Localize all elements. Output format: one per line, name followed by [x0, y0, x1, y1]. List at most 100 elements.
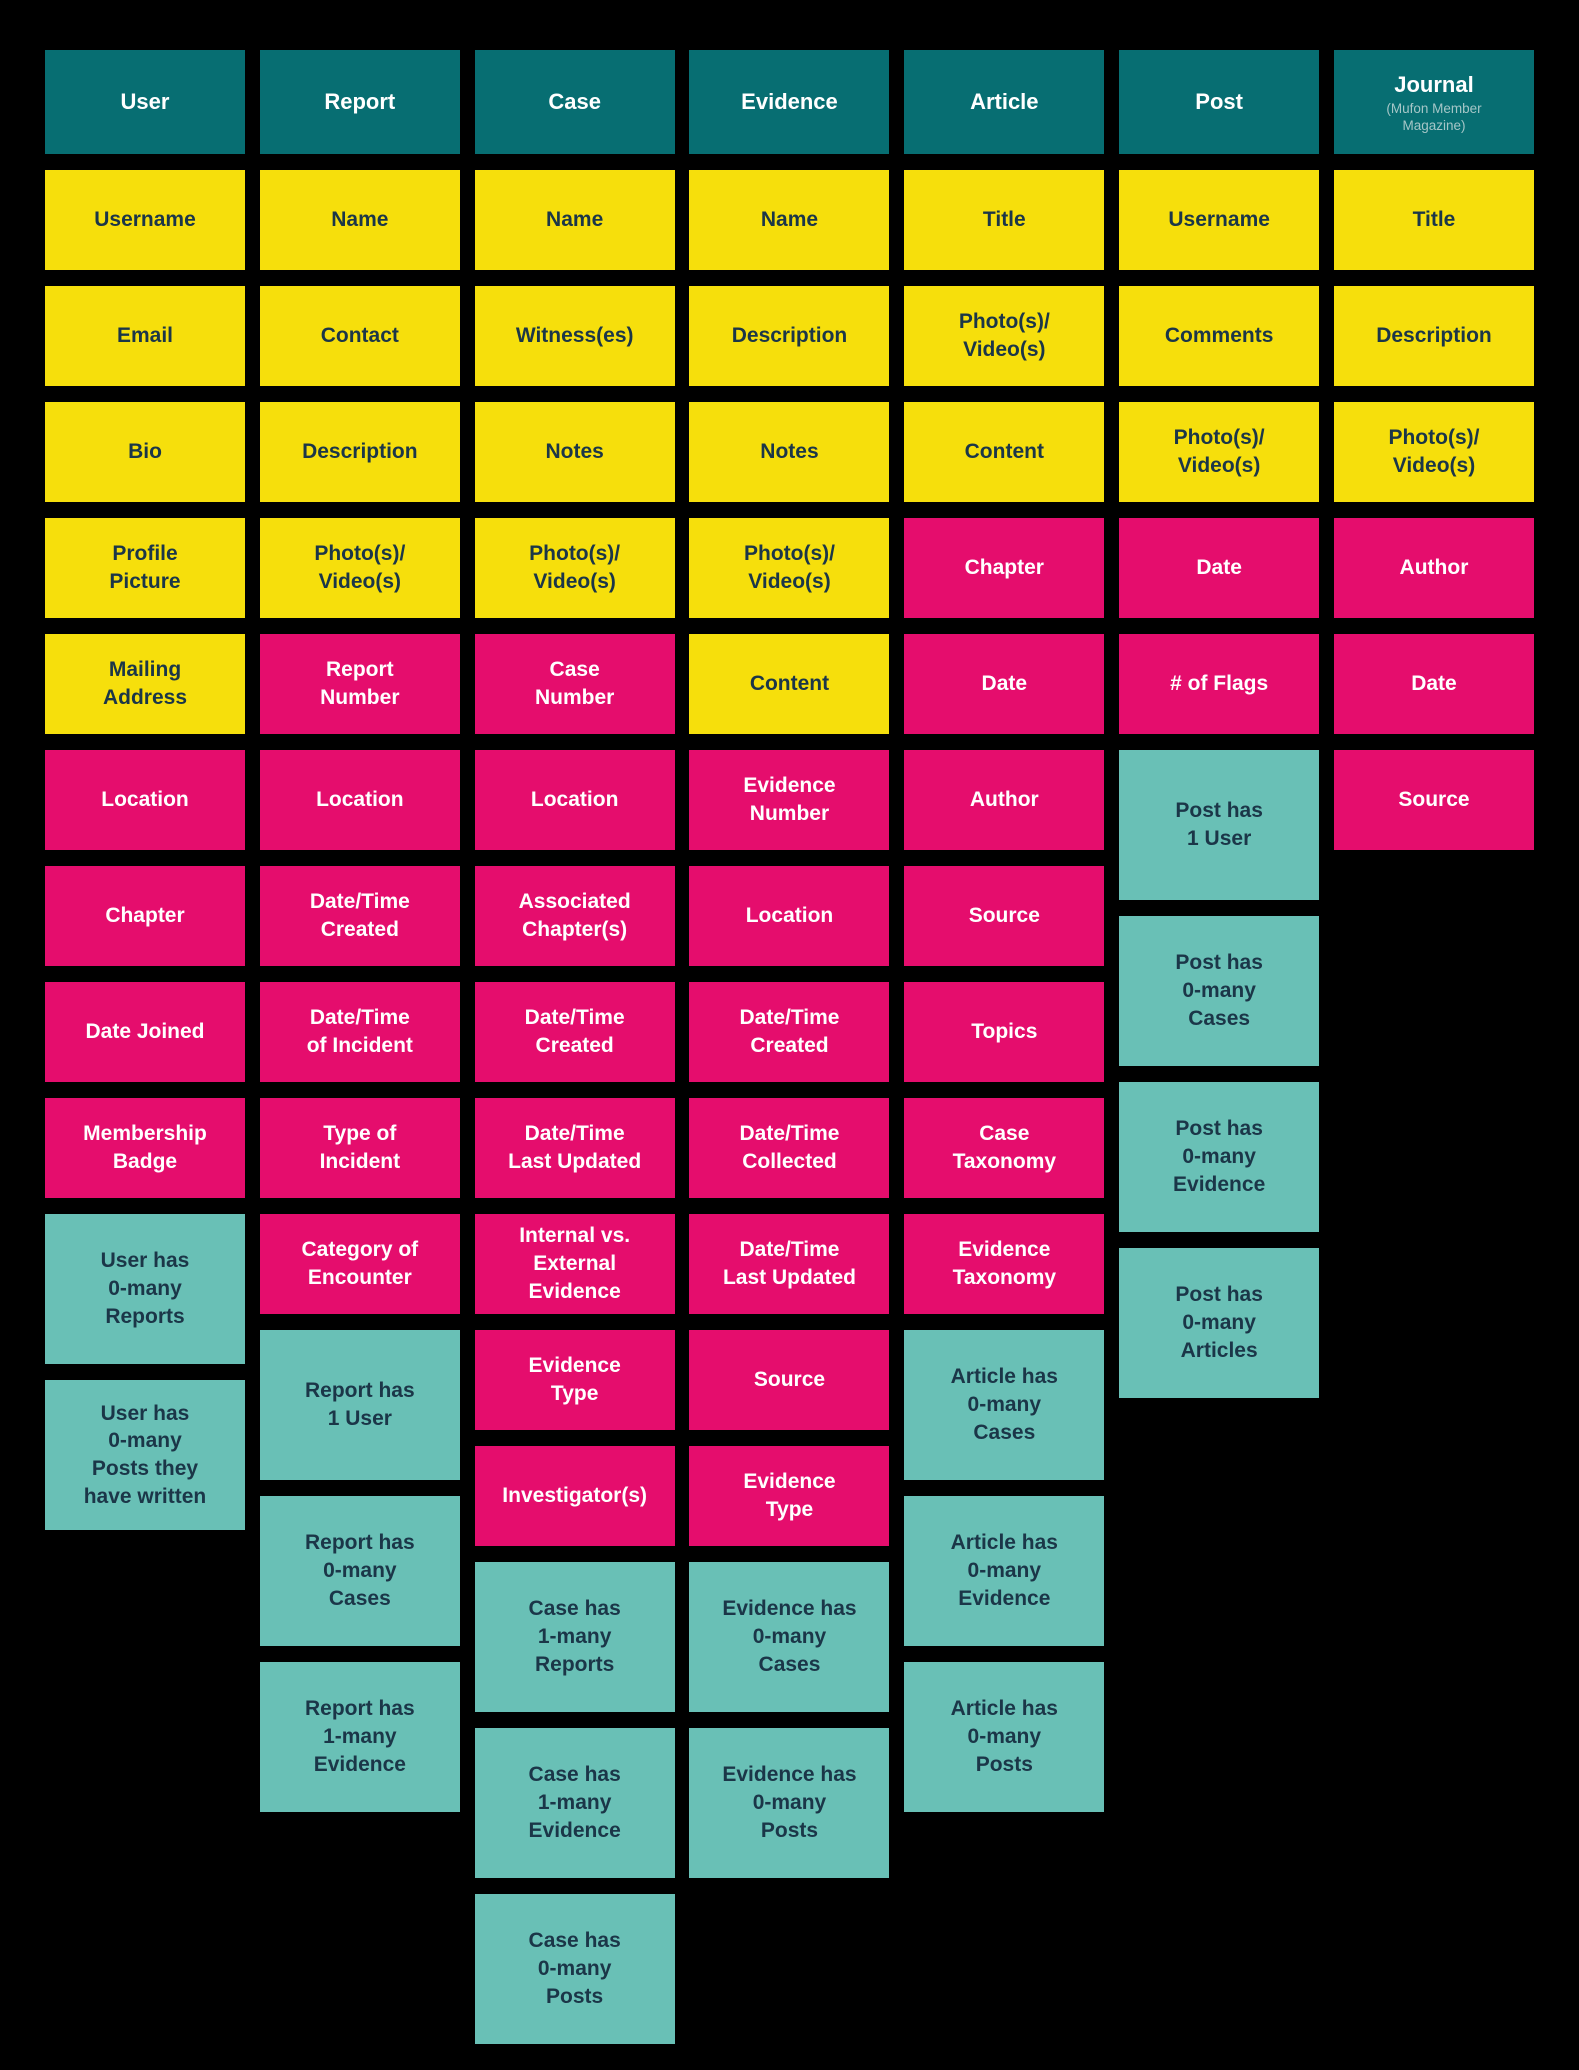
user-has-reports-card: User has 0-many Reports [45, 1214, 245, 1364]
evidence-entity-header: Evidence [689, 50, 890, 154]
diagram-board: User Username Email Bio Profile Picture … [0, 50, 1579, 2044]
case-evidence-type-card: Evidence Type [474, 1330, 675, 1430]
post-has-cases-card: Post has 0-many Cases [1119, 916, 1320, 1066]
article-photos-videos-card: Photo(s)/ Video(s) [904, 286, 1105, 386]
user-username-card: Username [45, 170, 245, 270]
evidence-type-card: Evidence Type [689, 1446, 890, 1546]
user-bio-card: Bio [45, 402, 245, 502]
user-entity-header: User [45, 50, 245, 154]
post-comments-card: Comments [1119, 286, 1320, 386]
article-content-card: Content [904, 402, 1105, 502]
article-evidence-taxonomy-card: Evidence Taxonomy [904, 1214, 1105, 1314]
article-author-card: Author [904, 750, 1105, 850]
case-number-card: Case Number [474, 634, 675, 734]
article-title-card: Title [904, 170, 1105, 270]
evidence-entity-title: Evidence [741, 89, 838, 115]
case-date-created-card: Date/Time Created [474, 982, 675, 1082]
evidence-description-card: Description [689, 286, 890, 386]
article-case-taxonomy-card: Case Taxonomy [904, 1098, 1105, 1198]
evidence-has-cases-card: Evidence has 0-many Cases [689, 1562, 890, 1712]
report-column: Report Name Contact Description Photo(s)… [259, 50, 460, 2044]
evidence-location-card: Location [689, 866, 890, 966]
evidence-date-last-updated-card: Date/Time Last Updated [689, 1214, 890, 1314]
report-number-card: Report Number [259, 634, 460, 734]
evidence-notes-card: Notes [689, 402, 890, 502]
case-witnesses-card: Witness(es) [474, 286, 675, 386]
journal-column: Journal (Mufon Member Magazine) Title De… [1333, 50, 1534, 2044]
article-has-evidence-card: Article has 0-many Evidence [904, 1496, 1105, 1646]
post-column: Post Username Comments Photo(s)/ Video(s… [1119, 50, 1320, 2044]
article-chapter-card: Chapter [904, 518, 1105, 618]
article-source-card: Source [904, 866, 1105, 966]
report-type-of-incident-card: Type of Incident [259, 1098, 460, 1198]
report-entity-header: Report [259, 50, 460, 154]
article-entity-header: Article [904, 50, 1105, 154]
case-internal-external-evidence-card: Internal vs. External Evidence [474, 1214, 675, 1314]
post-has-user-card: Post has 1 User [1119, 750, 1320, 900]
journal-title-card: Title [1333, 170, 1534, 270]
article-date-card: Date [904, 634, 1105, 734]
evidence-date-collected-card: Date/Time Collected [689, 1098, 890, 1198]
case-entity-header: Case [474, 50, 675, 154]
report-entity-title: Report [324, 89, 396, 115]
case-date-last-updated-card: Date/Time Last Updated [474, 1098, 675, 1198]
case-name-card: Name [474, 170, 675, 270]
report-category-of-encounter-card: Category of Encounter [259, 1214, 460, 1314]
case-has-reports-card: Case has 1-many Reports [474, 1562, 675, 1712]
report-has-user-card: Report has 1 User [259, 1330, 460, 1480]
report-contact-card: Contact [259, 286, 460, 386]
article-entity-title: Article [970, 89, 1039, 115]
post-flags-card: # of Flags [1119, 634, 1320, 734]
report-location-card: Location [259, 750, 460, 850]
case-has-evidence-card: Case has 1-many Evidence [474, 1728, 675, 1878]
evidence-number-card: Evidence Number [689, 750, 890, 850]
post-entity-title: Post [1195, 89, 1243, 115]
case-column: Case Name Witness(es) Notes Photo(s)/ Vi… [474, 50, 675, 2044]
report-date-of-incident-card: Date/Time of Incident [259, 982, 460, 1082]
report-description-card: Description [259, 402, 460, 502]
post-photos-videos-card: Photo(s)/ Video(s) [1119, 402, 1320, 502]
journal-entity-title: Journal [1394, 71, 1474, 97]
post-entity-header: Post [1119, 50, 1320, 154]
user-has-posts-card: User has 0-many Posts they have written [45, 1380, 245, 1530]
user-column: User Username Email Bio Profile Picture … [45, 50, 245, 2044]
report-name-card: Name [259, 170, 460, 270]
case-location-card: Location [474, 750, 675, 850]
journal-author-card: Author [1333, 518, 1534, 618]
article-has-cases-card: Article has 0-many Cases [904, 1330, 1105, 1480]
report-has-cases-card: Report has 0-many Cases [259, 1496, 460, 1646]
evidence-date-created-card: Date/Time Created [689, 982, 890, 1082]
case-investigators-card: Investigator(s) [474, 1446, 675, 1546]
evidence-source-card: Source [689, 1330, 890, 1430]
user-mailing-address-card: Mailing Address [45, 634, 245, 734]
post-date-card: Date [1119, 518, 1320, 618]
evidence-has-posts-card: Evidence has 0-many Posts [689, 1728, 890, 1878]
case-has-posts-card: Case has 0-many Posts [474, 1894, 675, 2044]
report-photos-videos-card: Photo(s)/ Video(s) [259, 518, 460, 618]
article-column: Article Title Photo(s)/ Video(s) Content… [904, 50, 1105, 2044]
post-username-card: Username [1119, 170, 1320, 270]
case-associated-chapters-card: Associated Chapter(s) [474, 866, 675, 966]
journal-entity-header: Journal (Mufon Member Magazine) [1333, 50, 1534, 154]
journal-description-card: Description [1333, 286, 1534, 386]
user-date-joined-card: Date Joined [45, 982, 245, 1082]
user-location-card: Location [45, 750, 245, 850]
case-photos-videos-card: Photo(s)/ Video(s) [474, 518, 675, 618]
user-chapter-card: Chapter [45, 866, 245, 966]
report-date-created-card: Date/Time Created [259, 866, 460, 966]
user-membership-badge-card: Membership Badge [45, 1098, 245, 1198]
journal-entity-subtitle: (Mufon Member Magazine) [1386, 100, 1482, 133]
user-email-card: Email [45, 286, 245, 386]
post-has-evidence-card: Post has 0-many Evidence [1119, 1082, 1320, 1232]
article-has-posts-card: Article has 0-many Posts [904, 1662, 1105, 1812]
evidence-column: Evidence Name Description Notes Photo(s)… [689, 50, 890, 2044]
journal-photos-videos-card: Photo(s)/ Video(s) [1333, 402, 1534, 502]
post-has-articles-card: Post has 0-many Articles [1119, 1248, 1320, 1398]
evidence-name-card: Name [689, 170, 890, 270]
journal-source-card: Source [1333, 750, 1534, 850]
journal-date-card: Date [1333, 634, 1534, 734]
user-entity-title: User [120, 89, 170, 115]
evidence-content-card: Content [689, 634, 890, 734]
article-topics-card: Topics [904, 982, 1105, 1082]
